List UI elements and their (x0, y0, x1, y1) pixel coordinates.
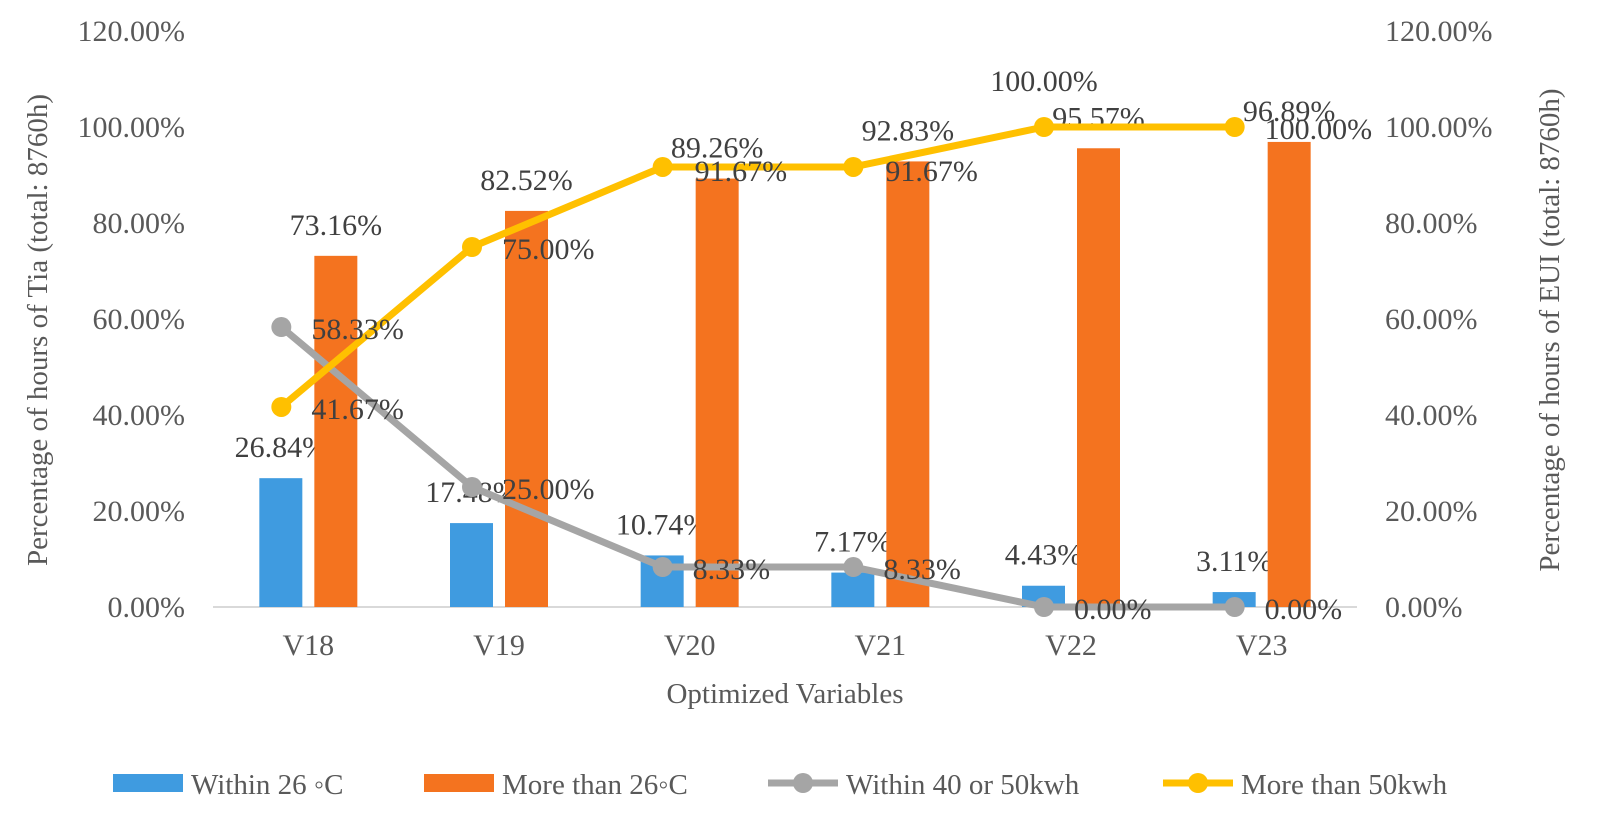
bar-within-26c (831, 572, 875, 607)
series-point (652, 557, 673, 578)
legend-swatch (424, 774, 494, 792)
series-line-more-than-50kwh (277, 123, 1239, 411)
line-data-label: 0.00% (1074, 593, 1152, 626)
x-tick-label: V23 (1236, 629, 1288, 662)
line-data-label: 100.00% (990, 65, 1098, 98)
y-tick-label-right: 0.00% (1385, 591, 1463, 624)
y-tick-label-right: 100.00% (1385, 111, 1493, 144)
legend-label: More than 26◦C (502, 769, 688, 801)
bar-within-26c (259, 478, 303, 607)
legend-swatch (113, 774, 183, 792)
series-point (271, 396, 292, 417)
bar-data-label: 89.26% (671, 132, 764, 165)
bar-more-than-26c (314, 255, 358, 607)
legend-marker (1188, 773, 1208, 793)
y-tick-label-right: 20.00% (1385, 495, 1478, 528)
line-data-label: 58.33% (311, 313, 404, 346)
y-tick-label-left: 40.00% (93, 399, 186, 432)
x-axis-title: Optimized Variables (666, 678, 903, 710)
y-tick-label-right: 80.00% (1385, 207, 1478, 240)
bar-more-than-26c (886, 161, 930, 607)
series-point (1034, 117, 1054, 137)
series-point (462, 237, 482, 257)
line-data-label: 91.67% (695, 155, 788, 188)
bar-more-than-26c (695, 178, 739, 607)
series-point (652, 156, 673, 177)
line-data-label: 100.00% (1265, 113, 1373, 146)
series-point (843, 557, 864, 578)
legend-label: More than 50kwh (1241, 769, 1448, 801)
y-tick-label-left: 20.00% (93, 495, 186, 528)
y-tick-label-left: 100.00% (78, 111, 186, 144)
bar-data-label: 92.83% (862, 114, 955, 147)
x-tick-label: V20 (664, 629, 716, 662)
series-line-within-40-or-50kwh (277, 323, 1239, 611)
y-tick-label-right: 60.00% (1385, 303, 1478, 336)
y-tick-label-left: 120.00% (78, 15, 186, 48)
x-tick-label: V18 (282, 629, 334, 662)
x-tick-label: V19 (473, 629, 525, 662)
line-data-label: 25.00% (502, 473, 595, 506)
line-data-label: 0.00% (1265, 593, 1343, 626)
x-tick-label: V21 (854, 629, 906, 662)
x-tick-label: V22 (1045, 629, 1097, 662)
series-point (1224, 597, 1245, 617)
line-data-label: 75.00% (502, 233, 595, 266)
bar-more-than-26c (1077, 148, 1120, 607)
series-point (1224, 117, 1245, 137)
line-data-label: 8.33% (883, 553, 961, 586)
bar-data-label: 96.89% (1243, 95, 1336, 128)
bar-within-26c (450, 523, 493, 607)
plot-area: 0.00% 20.00% 40.00% 60.00% 80.00% 100.00% 120.… (78, 15, 1493, 662)
series-point (271, 317, 292, 338)
line-data-label: 91.67% (885, 155, 978, 188)
y-tick-label-left: 60.00% (93, 303, 186, 336)
y-tick-label-right: 40.00% (1385, 399, 1478, 432)
bar-data-label: 26.84% (235, 431, 328, 464)
bar-data-label: 3.11% (1196, 545, 1272, 578)
y-axis-title-left: Percentage of hours of Tia (total: 8760h… (22, 94, 54, 566)
line-data-label: 41.67% (311, 393, 404, 426)
series-point (843, 156, 864, 177)
bar-more-than-26c (505, 210, 548, 608)
bar-data-label: 7.17% (814, 526, 892, 559)
y-axis-title-right: Percentage of hours of EUI (total: 8760h… (1534, 88, 1566, 571)
y-tick-label-left: 0.00% (108, 591, 186, 624)
y-tick-label-right: 120.00% (1385, 15, 1493, 48)
y-tick-label-left: 80.00% (93, 207, 186, 240)
legend-marker (793, 773, 813, 793)
bar-more-than-26c (1267, 141, 1311, 608)
legend: Within 26 ◦C More than 26◦C Within 40 or 5… (113, 769, 1448, 801)
bar-data-label: 10.74% (616, 508, 709, 541)
bar-data-label: 82.52% (480, 164, 573, 197)
line-data-label: 8.33% (693, 553, 771, 586)
bar-data-label: 73.16% (290, 209, 383, 242)
series-point (462, 477, 482, 497)
bar-data-label: 4.43% (1005, 539, 1083, 572)
legend-label: Within 26 ◦C (191, 769, 344, 801)
series-point (1034, 597, 1054, 617)
legend-label: Within 40 or 50kwh (846, 769, 1080, 801)
